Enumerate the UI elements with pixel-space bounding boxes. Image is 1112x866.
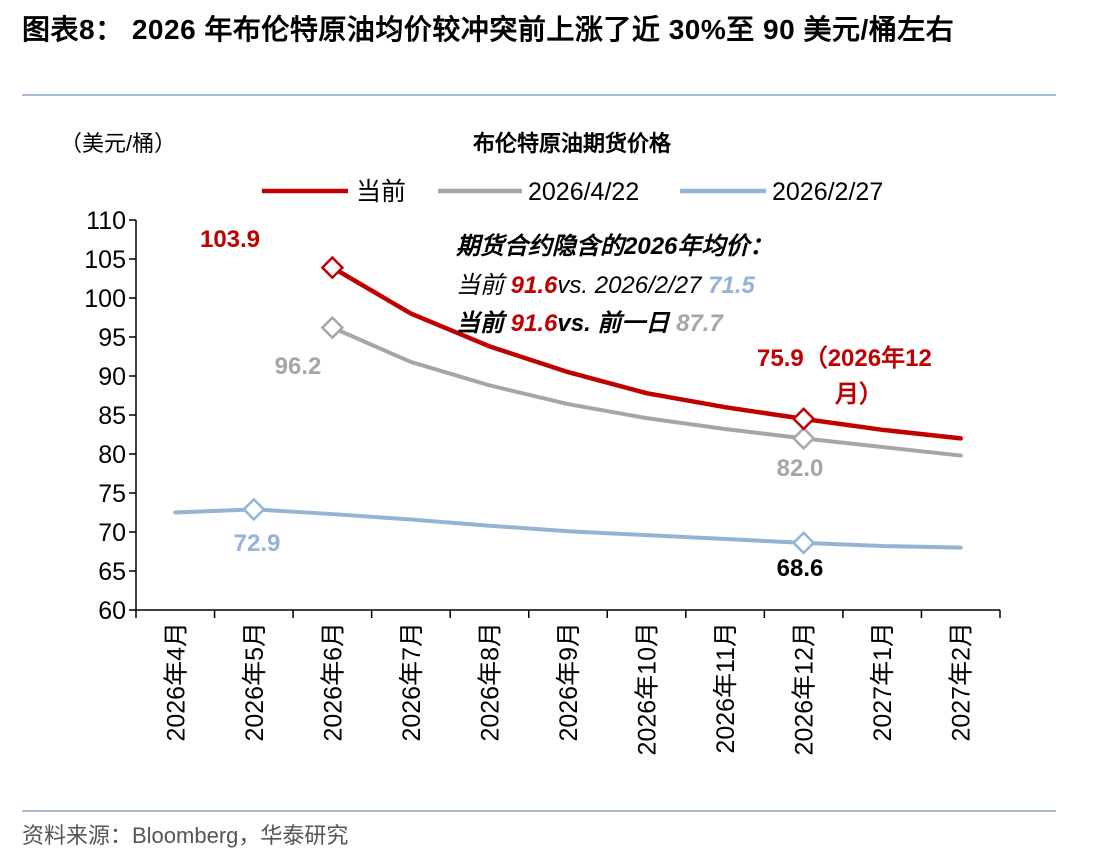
x-tick-label: 2026年12月 (791, 622, 819, 755)
y-tick-label: 95 (98, 324, 126, 352)
y-tick-label: 85 (98, 402, 126, 430)
x-tick-label: 2026年10月 (634, 622, 662, 755)
x-tick-label: 2026年5月 (241, 622, 269, 742)
legend-label-apr22: 2026/4/22 (528, 178, 639, 206)
x-tick-label: 2027年1月 (869, 622, 897, 742)
label-apr22-start: 96.2 (275, 353, 322, 380)
x-tick-label: 2026年4月 (162, 622, 190, 742)
chart-title: 布伦特原油期货价格 (473, 131, 672, 156)
label-current-dec: 75.9（2026年12 (757, 344, 932, 372)
y-tick-label: 110 (86, 207, 126, 235)
y-tick-label: 105 (84, 246, 126, 274)
y-tick-label: 100 (84, 285, 126, 313)
source-note: 资料来源：Bloomberg，华泰研究 (22, 823, 349, 848)
marker-feb27 (242, 497, 266, 522)
data-annotations: 103.9 96.2 75.9（2026年12 月） 82.0 72.9 68.… (200, 226, 932, 582)
figure-title: 图表8： 2026 年布伦特原油均价较冲突前上涨了近 30%至 90 美元/桶左… (22, 14, 955, 45)
y-axis-unit: （美元/桶） (60, 131, 176, 156)
y-tick-label: 90 (98, 363, 126, 391)
label-apr22-dec: 82.0 (777, 455, 824, 482)
series-layer (173, 255, 963, 555)
marker-current (320, 255, 345, 280)
series-line-current (330, 265, 963, 441)
legend: 当前 2026/4/22 2026/2/27 (262, 178, 883, 206)
y-tick-label: 80 (98, 441, 126, 469)
note-line-2: 当前 91.6vs. 前一日 87.7 (456, 310, 724, 337)
source-divider (22, 810, 1056, 812)
marker-feb27 (791, 531, 816, 555)
x-tick-label: 2026年6月 (319, 622, 347, 742)
note-title: 期货合约隐含的2026年均价： (455, 233, 773, 260)
legend-label-feb27: 2026/2/27 (772, 178, 883, 206)
x-tick-label: 2026年11月 (712, 622, 740, 754)
marker-current (791, 407, 816, 431)
x-tick-label: 2027年2月 (948, 622, 976, 742)
title-divider (22, 94, 1056, 96)
y-tick-label: 70 (98, 519, 126, 547)
legend-label-current: 当前 (356, 178, 406, 206)
label-feb27-dec: 68.6 (777, 555, 824, 582)
x-axis: 2026年4月 2026年5月 2026年6月 2026年7月 2026年8月 2026年… (135, 609, 1001, 755)
label-current-dec-cont: 月） (834, 381, 883, 408)
series-line-feb27 (173, 507, 963, 550)
y-axis: 60 65 70 75 80 85 90 95 100 105 110 (84, 207, 137, 625)
label-current-start: 103.9 (200, 226, 260, 253)
marker-apr22 (791, 426, 816, 451)
x-tick-label: 2026年7月 (398, 622, 426, 742)
y-tick-label: 65 (98, 558, 126, 586)
average-price-note: 期货合约隐含的2026年均价： 当前 91.6vs. 2026/2/27 71.… (455, 233, 773, 337)
x-tick-label: 2026年9月 (555, 622, 583, 742)
y-tick-label: 75 (98, 480, 126, 508)
marker-apr22 (320, 315, 345, 340)
label-feb27-may: 72.9 (234, 530, 281, 557)
x-tick-label: 2026年8月 (476, 622, 504, 742)
y-tick-label: 60 (98, 597, 126, 625)
series-line-apr22 (330, 325, 963, 458)
note-line-1: 当前 91.6vs. 2026/2/27 71.5 (456, 272, 756, 299)
